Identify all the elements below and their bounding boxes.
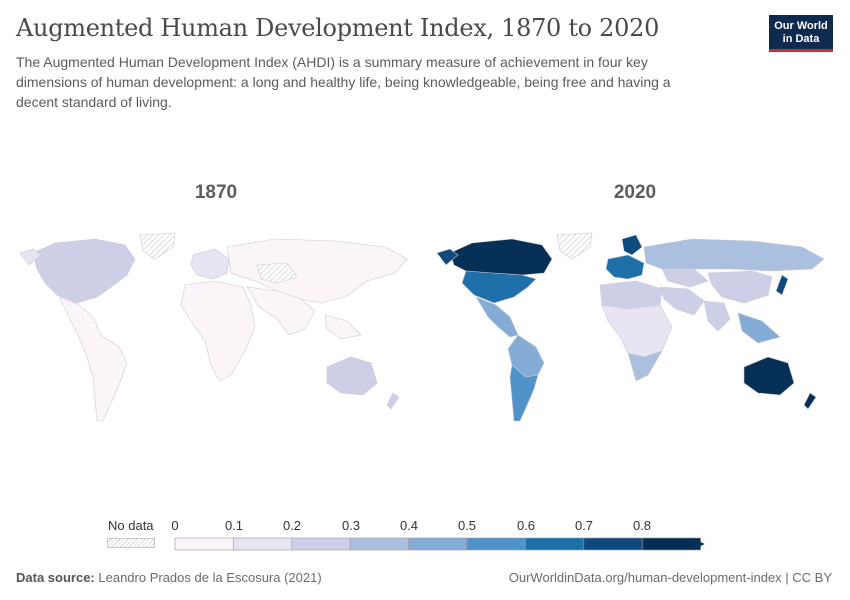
region-greenland[interactable]: [556, 232, 593, 260]
data-source-label: Data source:: [16, 570, 95, 585]
world-map-1870[interactable]: [15, 225, 415, 435]
region-central-asia[interactable]: [661, 268, 709, 288]
legend-bin-2[interactable]: [291, 537, 351, 551]
legend-no-data-swatch[interactable]: [107, 538, 155, 548]
panel-title-2020: 2020: [613, 182, 657, 203]
legend-bin-1[interactable]: [233, 537, 293, 551]
chart-subtitle: The Augmented Human Development Index (A…: [16, 54, 671, 110]
owid-logo[interactable]: Our World in Data: [769, 15, 833, 52]
region-africa[interactable]: [180, 280, 256, 382]
region-new-zealand[interactable]: [386, 392, 400, 410]
region-europe[interactable]: [190, 248, 230, 280]
legend-bin-5[interactable]: [466, 537, 526, 551]
world-map-2020[interactable]: [432, 225, 832, 435]
logo-line-2: in Data: [782, 33, 820, 45]
legend-tick-8: 0.8: [632, 518, 652, 533]
region-southeast-asia[interactable]: [737, 312, 781, 344]
region-middle-east[interactable]: [659, 286, 705, 316]
legend-no-data-label: No data: [108, 518, 154, 533]
data-source-text: Leandro Prados de la Escosura (2021): [98, 570, 322, 585]
legend-bin-0[interactable]: [174, 537, 234, 551]
data-source: Data source: Leandro Prados de la Escosu…: [16, 570, 322, 585]
region-western-europe[interactable]: [605, 254, 645, 280]
legend-tick-7: 0.7: [574, 518, 594, 533]
region-mexico-central-america[interactable]: [475, 296, 519, 338]
region-australia[interactable]: [326, 356, 378, 396]
region-alaska[interactable]: [436, 248, 459, 266]
legend-bin-7[interactable]: [583, 537, 643, 551]
region-north-america[interactable]: [32, 238, 136, 304]
region-latin-america[interactable]: [58, 296, 128, 422]
legend-tick-5: 0.5: [457, 518, 477, 533]
legend-tick-2: 0.2: [282, 518, 302, 533]
footer-url-link[interactable]: OurWorldinData.org/human-development-ind…: [508, 570, 832, 585]
legend-bin-4[interactable]: [408, 537, 468, 551]
region-sub-saharan-africa[interactable]: [601, 304, 673, 358]
legend-tick-1: 0.1: [224, 518, 244, 533]
legend-tick-3: 0.3: [341, 518, 361, 533]
legend-bin-8[interactable]: [641, 537, 701, 551]
region-central-asia[interactable]: [256, 262, 298, 284]
region-canada[interactable]: [449, 238, 553, 276]
region-alaska[interactable]: [19, 248, 42, 266]
legend-arrow: [692, 538, 705, 550]
panel-title-1870: 1870: [194, 182, 238, 203]
legend-tick-4: 0.4: [399, 518, 419, 533]
region-south-asia[interactable]: [703, 300, 731, 332]
legend-tick-0: 0: [171, 518, 179, 533]
region-southern-africa[interactable]: [627, 350, 663, 382]
legend-bin-3[interactable]: [349, 537, 409, 551]
legend-bin-6[interactable]: [525, 537, 585, 551]
legend-tick-6: 0.6: [516, 518, 536, 533]
chart-title: Augmented Human Development Index, 1870 …: [16, 14, 660, 42]
region-new-zealand[interactable]: [803, 392, 817, 410]
region-scandinavia[interactable]: [621, 234, 643, 256]
region-japan[interactable]: [775, 274, 789, 296]
region-greenland[interactable]: [139, 232, 176, 260]
legend-color-scale: [174, 537, 705, 551]
region-middle-east-south-asia[interactable]: [246, 286, 316, 336]
region-southeast-asia[interactable]: [324, 314, 362, 340]
region-russia[interactable]: [643, 238, 825, 272]
logo-line-1: Our World: [774, 20, 828, 32]
region-australia[interactable]: [743, 356, 795, 396]
region-united-states[interactable]: [461, 270, 537, 304]
region-southern-cone[interactable]: [509, 364, 539, 422]
region-north-africa[interactable]: [599, 280, 663, 310]
region-eurasia[interactable]: [226, 238, 408, 304]
region-china[interactable]: [707, 270, 773, 304]
